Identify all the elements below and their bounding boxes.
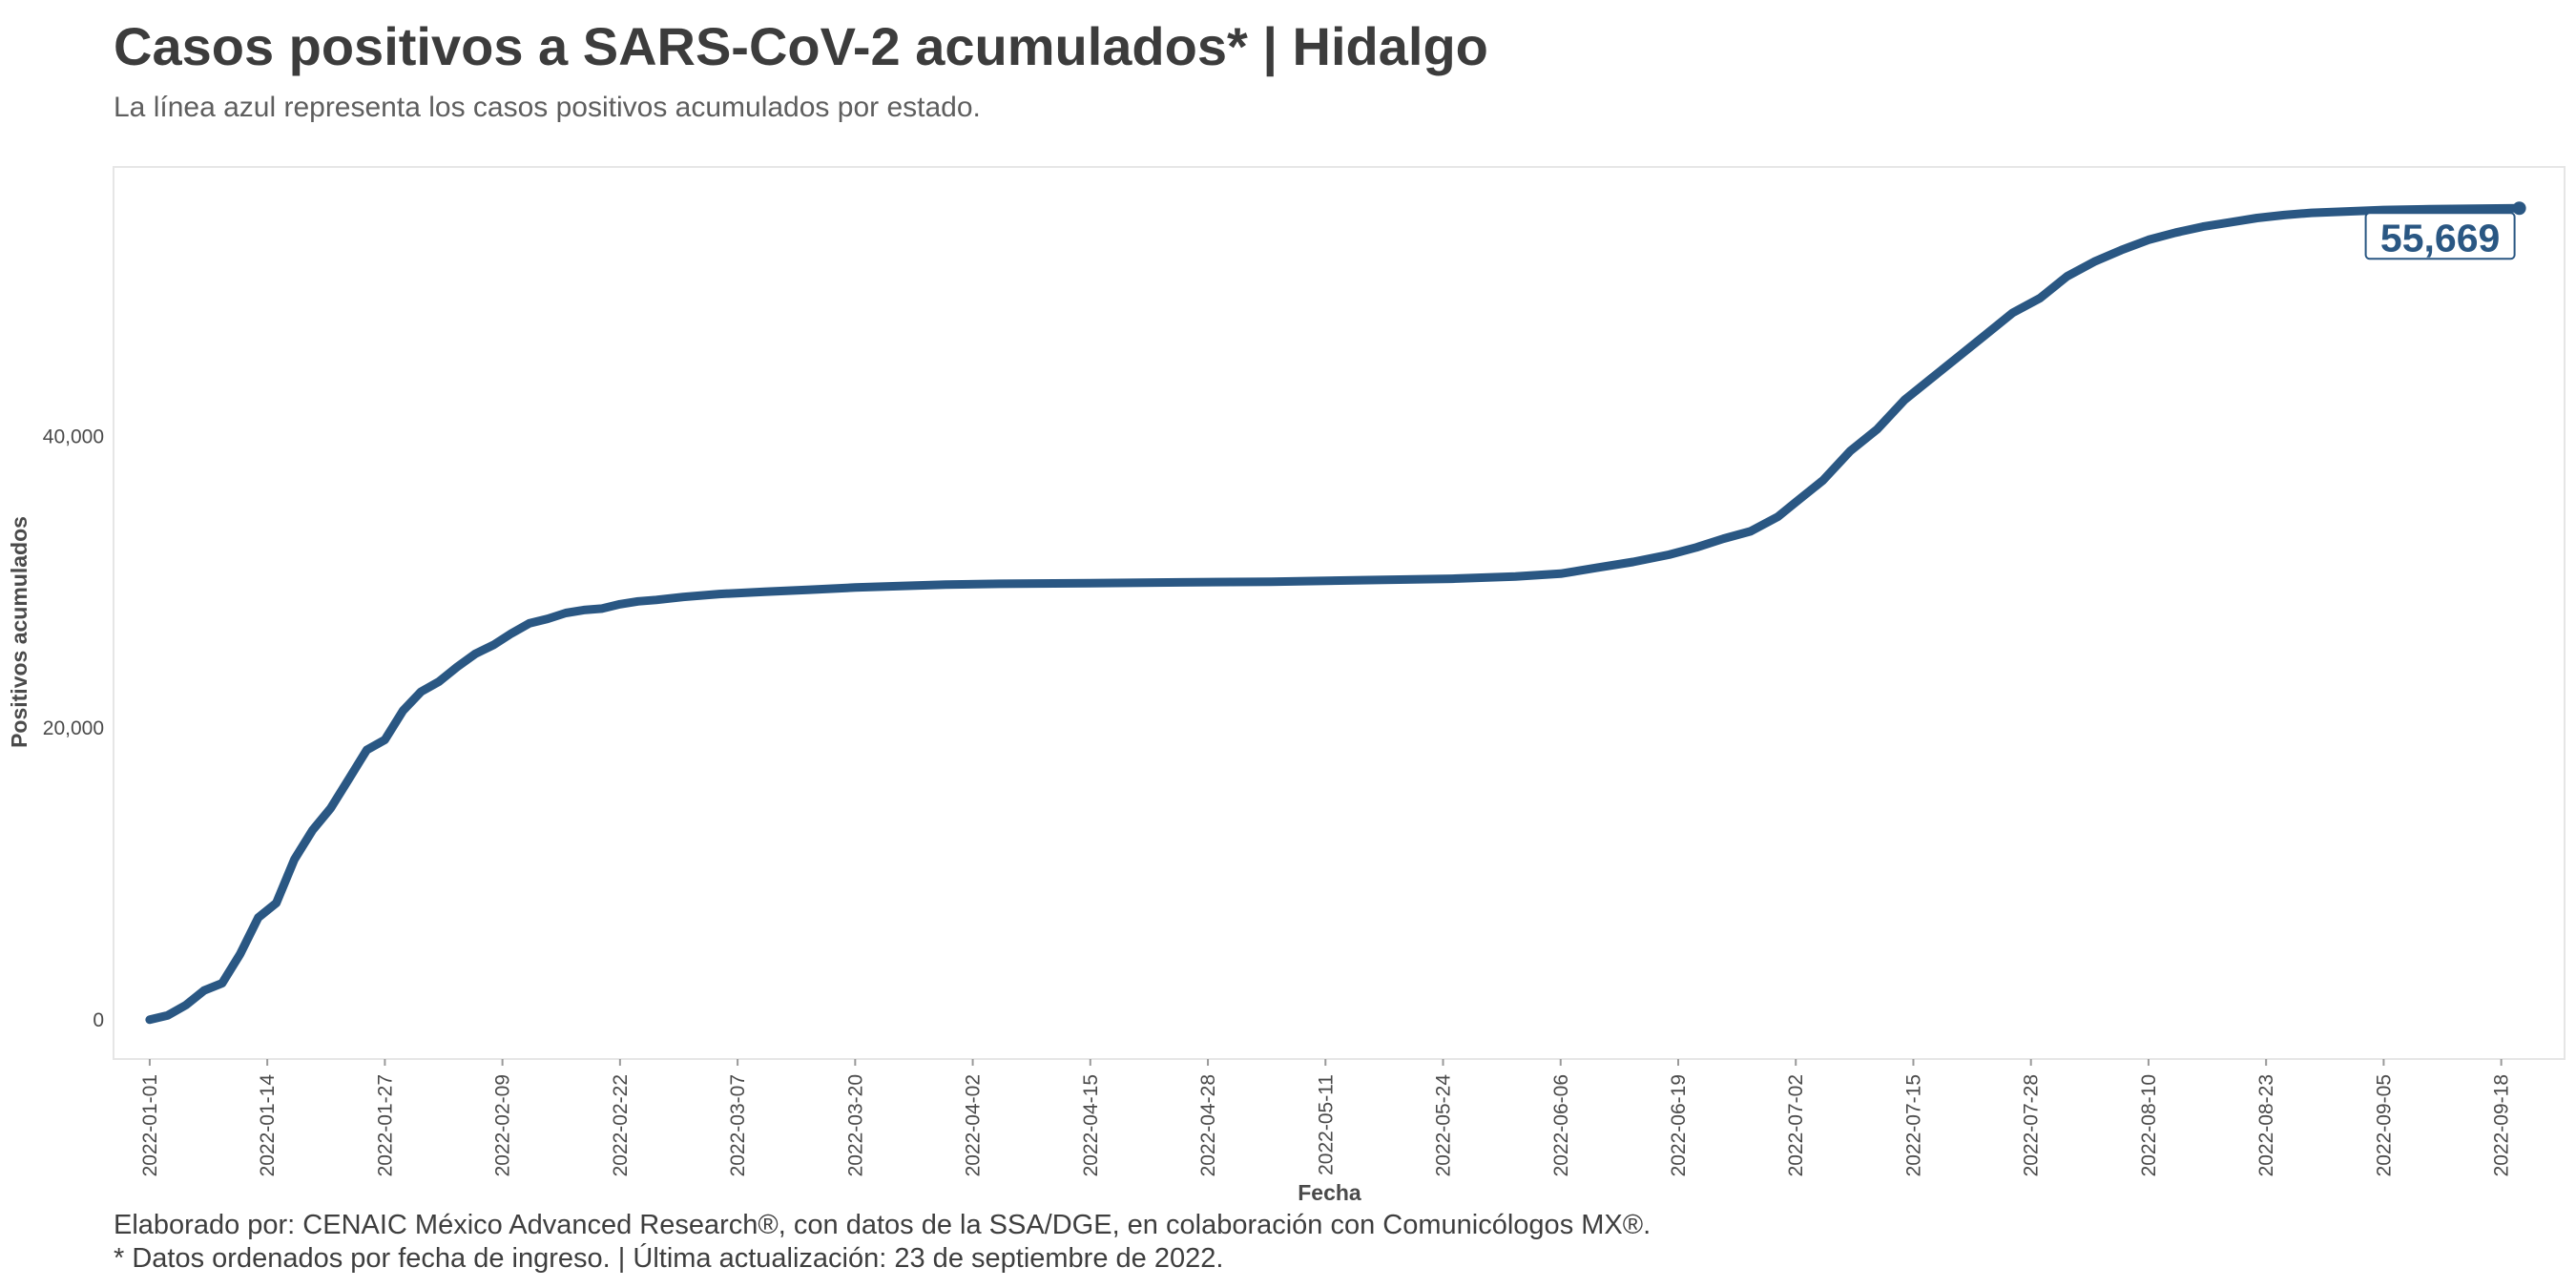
chart-subtitle: La línea azul representa los casos posit…	[114, 92, 981, 123]
x-axis-ticks: 2022-01-01 2022-01-14 2022-01-27 2022-02-09…	[139, 1059, 2513, 1176]
x-tick-label: 2022-03-20	[844, 1074, 866, 1176]
end-value-label: 55,669	[2380, 216, 2500, 260]
footer-note: * Datos ordenados por fecha de ingreso. …	[114, 1243, 1224, 1274]
x-tick-label: 2022-07-15	[1902, 1074, 1924, 1176]
x-tick-label: 2022-06-19	[1668, 1074, 1690, 1176]
x-tick-label: 2022-02-09	[492, 1074, 514, 1176]
x-tick-label: 2022-02-22	[610, 1074, 632, 1176]
x-tick-label: 2022-03-07	[727, 1074, 749, 1176]
x-tick-label: 2022-09-05	[2373, 1074, 2395, 1176]
x-tick-label: 2022-08-10	[2138, 1074, 2160, 1176]
series-end-point	[2512, 201, 2526, 216]
x-tick-label: 2022-05-11	[1315, 1074, 1337, 1175]
x-tick-label: 2022-01-27	[374, 1074, 396, 1176]
plot-panel	[113, 166, 2566, 1060]
x-tick-label: 2022-01-14	[257, 1074, 279, 1177]
y-tick-label: 40,000	[43, 426, 104, 448]
y-tick-label: 0	[93, 1009, 104, 1031]
x-tick-label: 2022-04-15	[1080, 1074, 1102, 1176]
x-tick-label: 2022-06-06	[1550, 1074, 1572, 1176]
x-tick-label: 2022-07-28	[2021, 1074, 2043, 1176]
y-axis-title: Positivos acumulados	[7, 516, 31, 748]
x-tick-label: 2022-07-02	[1785, 1074, 1807, 1176]
x-tick-label: 2022-09-18	[2491, 1074, 2513, 1176]
footer-credit: Elaborado por: CENAIC México Advanced Re…	[114, 1210, 1652, 1240]
y-tick-label: 20,000	[43, 717, 104, 739]
chart-title: Casos positivos a SARS-CoV-2 acumulados*…	[114, 16, 1488, 76]
y-axis-ticks: 0 20,000 40,000	[43, 426, 104, 1031]
x-tick-label: 2022-04-02	[963, 1074, 985, 1176]
x-axis-title: Fecha	[1298, 1180, 1361, 1205]
x-tick-label: 2022-04-28	[1197, 1074, 1219, 1176]
end-label-box	[2364, 212, 2516, 260]
x-tick-label: 2022-05-24	[1433, 1074, 1455, 1177]
x-tick-label: 2022-01-01	[139, 1074, 161, 1176]
series-line-hidalgo	[145, 203, 2524, 1025]
x-tick-label: 2022-08-23	[2255, 1074, 2277, 1176]
